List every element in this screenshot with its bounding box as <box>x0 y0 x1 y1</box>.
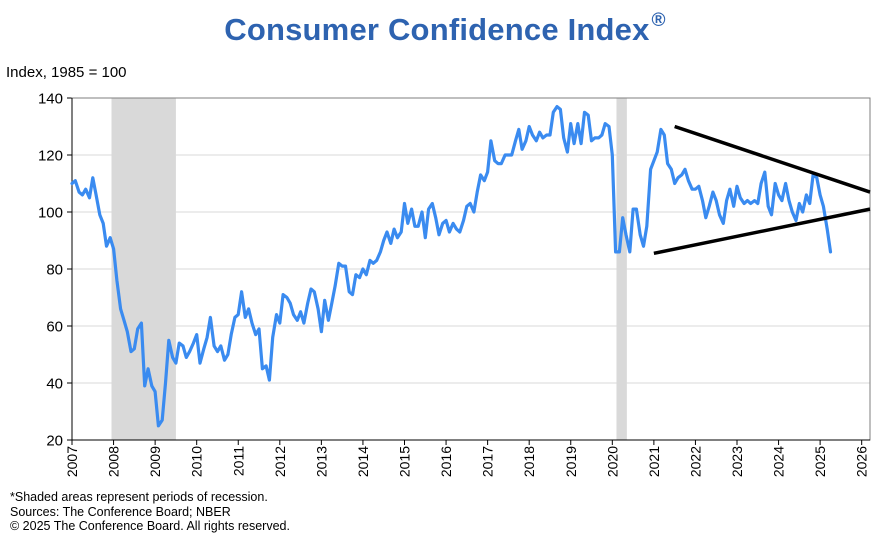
y-tick-label-40: 40 <box>46 376 63 393</box>
x-tick-label-2010: 2010 <box>189 446 205 477</box>
y-tick-label-80: 80 <box>46 262 63 279</box>
x-tick-label-2020: 2020 <box>604 446 620 477</box>
sources-note: Sources: The Conference Board; NBER <box>10 504 231 519</box>
chart-title: Consumer Confidence Index ® <box>0 10 890 48</box>
x-tick-label-2021: 2021 <box>646 446 662 477</box>
x-tick-label-2014: 2014 <box>355 446 371 477</box>
footnotes: *Shaded areas represent periods of reces… <box>10 490 290 534</box>
x-tick-label-2013: 2013 <box>313 446 329 477</box>
x-tick-label-2026: 2026 <box>854 446 870 477</box>
x-tick-label-2016: 2016 <box>438 446 454 477</box>
x-tick-label-2011: 2011 <box>230 446 246 476</box>
y-tick-label-20: 20 <box>46 433 63 450</box>
copyright-note: © 2025 The Conference Board. All rights … <box>10 519 290 533</box>
x-tick-label-2018: 2018 <box>521 446 537 477</box>
title-text: Consumer Confidence Index <box>224 12 650 47</box>
x-tick-label-2025: 2025 <box>812 446 828 477</box>
recession-note: *Shaded areas represent periods of reces… <box>10 490 268 504</box>
x-tick-label-2007: 2007 <box>64 446 80 477</box>
x-tick-label-2009: 2009 <box>147 446 163 477</box>
y-axis-label: Index, 1985 = 100 <box>6 64 127 81</box>
x-tick-label-2023: 2023 <box>729 446 745 477</box>
trendline-upper <box>674 124 871 194</box>
x-tick-label-2012: 2012 <box>272 446 288 477</box>
x-tick-label-2019: 2019 <box>563 446 579 477</box>
trendline-lower <box>653 207 871 256</box>
y-tick-label-140: 140 <box>38 91 63 108</box>
y-tick-label-100: 100 <box>38 205 63 222</box>
x-tick-label-2015: 2015 <box>397 446 413 477</box>
x-tick-label-2024: 2024 <box>771 446 787 477</box>
registered-mark: ® <box>651 10 666 31</box>
x-tick-label-2008: 2008 <box>106 446 122 477</box>
y-tick-label-120: 120 <box>38 148 63 165</box>
y-tick-label-60: 60 <box>46 319 63 336</box>
series-line-cci <box>70 105 833 428</box>
x-tick-label-2022: 2022 <box>687 446 703 477</box>
x-tick-label-2017: 2017 <box>480 446 496 477</box>
